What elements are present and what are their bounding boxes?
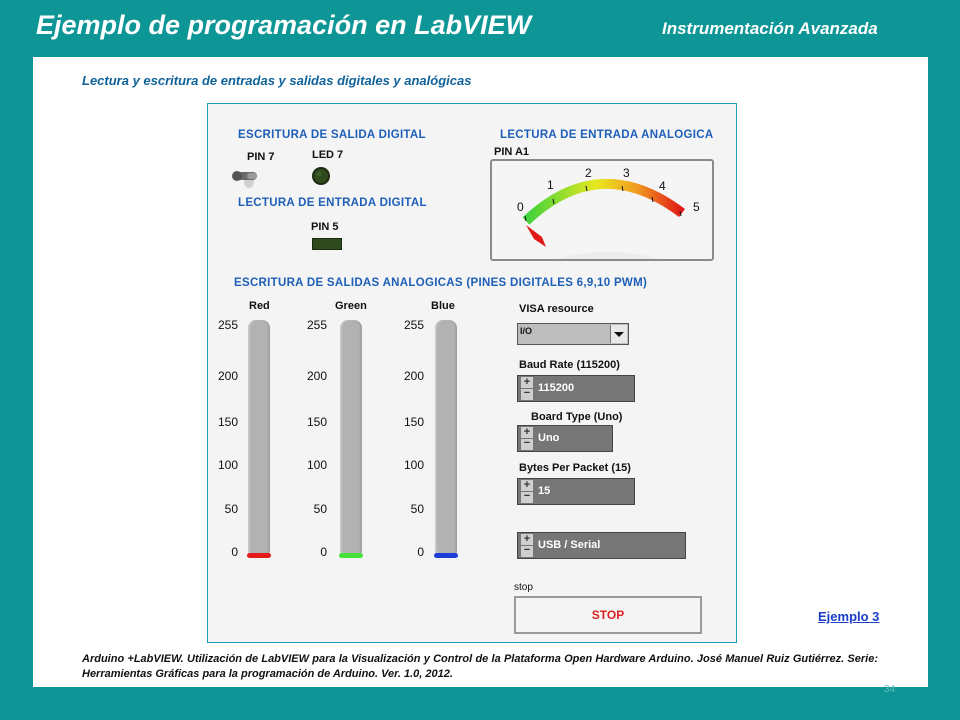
slider-scale-label: 200 <box>217 369 238 383</box>
increment-icon[interactable]: + <box>521 480 533 491</box>
digital-input-heading: LECTURA DE ENTRADA DIGITAL <box>238 197 427 209</box>
pin7-label: PIN 7 <box>247 151 275 163</box>
example-link[interactable]: Ejemplo 3 <box>818 609 880 624</box>
slider-scale-label: 50 <box>410 502 424 516</box>
baud-rate-control[interactable]: + − 115200 <box>517 375 635 402</box>
gauge-scale-label: 4 <box>659 179 666 193</box>
analog-gauge: 0 1 2 3 4 5 <box>490 159 714 261</box>
led-indicator-icon <box>311 166 331 186</box>
slider-scale-label: 50 <box>313 502 327 516</box>
slide-title: Ejemplo de programación en LabVIEW <box>36 10 532 40</box>
slider-scale-label: 100 <box>306 458 327 472</box>
slider-green[interactable] <box>339 320 363 558</box>
gauge-scale-label: 3 <box>623 166 630 180</box>
slider-fill <box>247 553 271 558</box>
gauge-scale-label: 1 <box>547 178 554 192</box>
slider-scale-label: 200 <box>403 369 424 383</box>
led7-label: LED 7 <box>312 149 344 161</box>
gauge-scale-label: 5 <box>693 200 700 214</box>
baud-rate-value[interactable]: 115200 <box>538 382 575 394</box>
digital-output-heading: ESCRITURA DE SALIDA DIGITAL <box>238 129 426 141</box>
slider-scale-label: 0 <box>320 545 327 559</box>
connection-type-control[interactable]: + − USB / Serial <box>517 532 686 559</box>
gauge-tick <box>552 198 555 205</box>
visa-resource-label: VISA resource <box>519 303 594 315</box>
gauge-tick <box>679 210 682 217</box>
pin-a1-label: PIN A1 <box>494 146 530 158</box>
slider-scale-label: 150 <box>217 415 238 429</box>
page-number: 34 <box>884 684 896 695</box>
slider-scale-label: 100 <box>217 458 238 472</box>
board-type-control[interactable]: + − Uno <box>517 425 613 452</box>
gauge-tick <box>524 215 527 222</box>
decrement-icon[interactable]: − <box>521 438 533 450</box>
bytes-per-packet-control[interactable]: + − 15 <box>517 478 635 505</box>
slider-blue[interactable] <box>434 320 458 558</box>
slider-scale-label: 255 <box>306 318 327 332</box>
slider-scale-label: 0 <box>231 545 238 559</box>
stop-button[interactable]: STOP <box>514 596 702 634</box>
board-type-label: Board Type (Uno) <box>531 411 623 423</box>
pin5-label: PIN 5 <box>311 221 339 233</box>
slider-scale-label: 255 <box>403 318 424 332</box>
visa-resource-select[interactable]: I/O <box>517 323 629 345</box>
board-type-value[interactable]: Uno <box>538 432 560 444</box>
slider-scale-label: 150 <box>306 415 327 429</box>
increment-icon[interactable]: + <box>521 377 533 388</box>
citation-text: Arduino +LabVIEW. Utilización de LabVIEW… <box>82 653 878 680</box>
slider-label: Green <box>335 300 367 312</box>
gauge-tick <box>651 196 654 203</box>
gauge-needle <box>526 225 546 247</box>
course-name: Instrumentación Avanzada <box>662 19 878 38</box>
analog-input-heading: LECTURA DE ENTRADA ANALOGICA <box>500 129 714 141</box>
analog-output-heading: ESCRITURA DE SALIDAS ANALOGICAS (PINES D… <box>234 277 648 289</box>
baud-rate-label: Baud Rate (115200) <box>519 359 620 371</box>
slider-red[interactable] <box>247 320 271 558</box>
increment-icon[interactable]: + <box>521 534 533 545</box>
slider-scale-label: 255 <box>217 318 238 332</box>
bytes-per-packet-label: Bytes Per Packet (15) <box>519 462 631 474</box>
slider-scale-label: 100 <box>403 458 424 472</box>
slider-fill <box>339 553 363 558</box>
bytes-per-packet-value[interactable]: 15 <box>538 485 551 497</box>
increment-icon[interactable]: + <box>521 427 533 438</box>
toggle-switch-icon[interactable] <box>231 166 265 190</box>
gauge-tick <box>621 185 624 192</box>
visa-io-icon: I/O <box>520 326 533 336</box>
slider-scale-label: 200 <box>306 369 327 383</box>
slider-scale-label: 150 <box>403 415 424 429</box>
connection-type-value[interactable]: USB / Serial <box>538 539 601 551</box>
slider-scale-label: 0 <box>417 545 424 559</box>
slider-label: Blue <box>431 300 455 312</box>
dropdown-arrow-icon[interactable] <box>610 325 627 343</box>
slider-fill <box>434 553 458 558</box>
gauge-scale-label: 2 <box>585 166 592 180</box>
slider-label: Red <box>249 300 270 312</box>
gauge-tick <box>585 185 588 192</box>
decrement-icon[interactable]: − <box>521 545 533 557</box>
gauge-scale-label: 0 <box>517 200 524 214</box>
decrement-icon[interactable]: − <box>521 491 533 503</box>
stop-label: stop <box>514 582 533 593</box>
decrement-icon[interactable]: − <box>521 388 533 400</box>
slider-scale-label: 50 <box>224 502 238 516</box>
pin5-led-indicator <box>312 238 342 250</box>
slide-subtitle: Lectura y escritura de entradas y salida… <box>82 73 472 88</box>
